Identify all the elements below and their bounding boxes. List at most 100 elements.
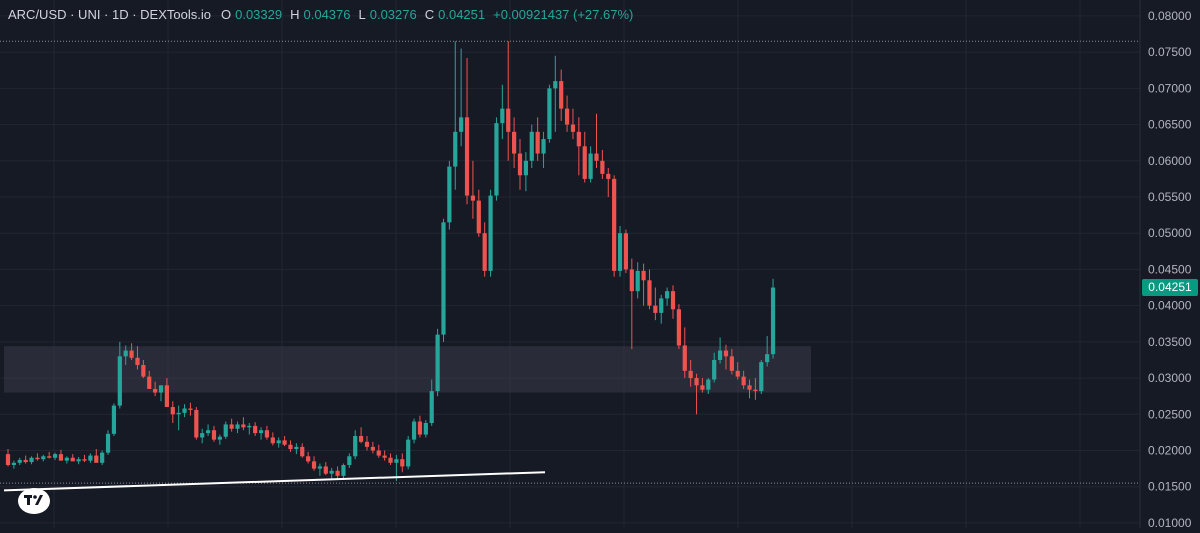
price-change: +0.00921437 (+27.67%) xyxy=(493,6,634,22)
candle-body-down xyxy=(23,459,28,463)
price-axis-label: 0.03500 xyxy=(1148,335,1192,349)
candle-body-up xyxy=(88,455,93,461)
candle-body-down xyxy=(535,131,540,154)
price-axis-label: 0.08000 xyxy=(1148,9,1192,23)
candle-body-down xyxy=(623,233,629,270)
candle-body-up xyxy=(258,430,264,434)
candle-body-up xyxy=(235,424,240,429)
candle-body-down xyxy=(147,376,152,389)
candle-body-up xyxy=(329,470,334,474)
candle-body-up xyxy=(488,195,493,271)
price-axis-label: 0.05500 xyxy=(1148,190,1192,204)
candle-body-down xyxy=(270,437,275,444)
high-value: 0.04376 xyxy=(303,6,351,22)
candle-body-up xyxy=(64,457,69,461)
symbol-title[interactable]: ARC/USD · UNI · 1D · DEXTools.io xyxy=(8,6,211,22)
candle-body-down xyxy=(282,440,287,445)
candle-body-down xyxy=(464,117,470,196)
candle-body-down xyxy=(382,455,387,458)
low-value: 0.03276 xyxy=(369,6,417,22)
candle-body-down xyxy=(335,470,340,476)
candle-body-down xyxy=(512,131,517,154)
tradingview-logo-glyph xyxy=(24,495,43,505)
price-axis-label: 0.04000 xyxy=(1148,299,1192,313)
candle-body-down xyxy=(359,436,364,442)
candle-body-down xyxy=(129,350,134,358)
candle-body-up xyxy=(435,334,440,392)
candle-body-up xyxy=(353,436,358,457)
candle-body-up xyxy=(617,233,623,271)
candle-body-up xyxy=(770,287,776,355)
candle-body-up xyxy=(100,452,105,463)
candle-body-down xyxy=(682,345,687,371)
grid-lines xyxy=(0,0,1140,528)
candle-body-up xyxy=(317,466,323,469)
candle-body-down xyxy=(141,365,146,377)
candle-body-up xyxy=(158,385,164,393)
candle-body-down xyxy=(253,425,258,434)
candle-body-up xyxy=(29,457,34,463)
candle-body-up xyxy=(41,456,46,460)
candle-body-up xyxy=(453,131,458,167)
low-label: L xyxy=(358,6,366,22)
candle-body-down xyxy=(723,350,729,357)
candle-body-down xyxy=(370,446,375,451)
price-axis-label: 0.06000 xyxy=(1148,154,1192,168)
candle-body-down xyxy=(288,444,293,450)
candle-body-up xyxy=(547,88,552,140)
candle-body-down xyxy=(164,385,169,408)
candle-body-up xyxy=(447,166,452,223)
candle-body-up xyxy=(523,160,528,176)
price-axis-label: 0.03000 xyxy=(1148,371,1192,385)
price-axis-label: 0.05000 xyxy=(1148,226,1192,240)
trendline[interactable] xyxy=(3,471,546,492)
candle-body-down xyxy=(376,450,381,456)
high-label: H xyxy=(290,6,300,22)
price-axis-label: 0.06500 xyxy=(1148,118,1192,132)
price-axis-label: 0.02000 xyxy=(1148,444,1192,458)
candle-body-down xyxy=(323,466,328,474)
candle-body-down xyxy=(506,108,511,132)
candle-body-up xyxy=(17,459,22,463)
candle-body-up xyxy=(76,459,81,462)
candle-body-up xyxy=(441,222,446,335)
candle-body-down xyxy=(735,370,740,377)
candle-body-down xyxy=(670,291,676,310)
candle-body-down xyxy=(470,195,476,201)
candle-body-up xyxy=(541,139,546,154)
candle-body-up xyxy=(217,436,222,440)
candle-body-up xyxy=(11,462,16,465)
candle-body-down xyxy=(94,455,99,463)
candle-body-down xyxy=(653,305,658,313)
candle-body-up xyxy=(500,108,505,124)
candle-body-down xyxy=(753,389,758,392)
candle-body-up xyxy=(394,459,399,463)
price-axis[interactable]: 0.08000 0.07500 0.07000 0.06500 0.06000 0.055… xyxy=(1148,9,1192,530)
candle-body-up xyxy=(529,131,534,161)
candle-body-down xyxy=(647,280,652,306)
candle-body-down xyxy=(82,459,87,461)
candle-body-down xyxy=(47,456,52,458)
candle-body-up xyxy=(765,354,770,363)
symbol-header: ARC/USD · UNI · 1D · DEXTools.io O 0.033… xyxy=(8,5,633,23)
candle-body-up xyxy=(247,425,252,428)
candle-body-down xyxy=(388,457,393,463)
candle-body-down xyxy=(170,407,175,415)
candle-body-up xyxy=(176,412,181,415)
candle-body-up xyxy=(223,424,228,437)
candle-body-down xyxy=(729,356,734,371)
candles xyxy=(5,41,776,481)
candle-body-up xyxy=(717,350,723,360)
candle-body-up xyxy=(635,270,640,292)
candle-body-down xyxy=(747,385,752,390)
candle-body-down xyxy=(70,457,75,462)
price-axis-label: 0.07500 xyxy=(1148,45,1192,59)
candle-body-down xyxy=(576,131,581,147)
candle-body-down xyxy=(5,454,11,465)
tradingview-logo-icon[interactable] xyxy=(18,488,50,514)
candle-body-down xyxy=(300,446,305,457)
candle-body-down xyxy=(594,153,599,161)
price-axis-label: 0.01500 xyxy=(1148,480,1192,494)
